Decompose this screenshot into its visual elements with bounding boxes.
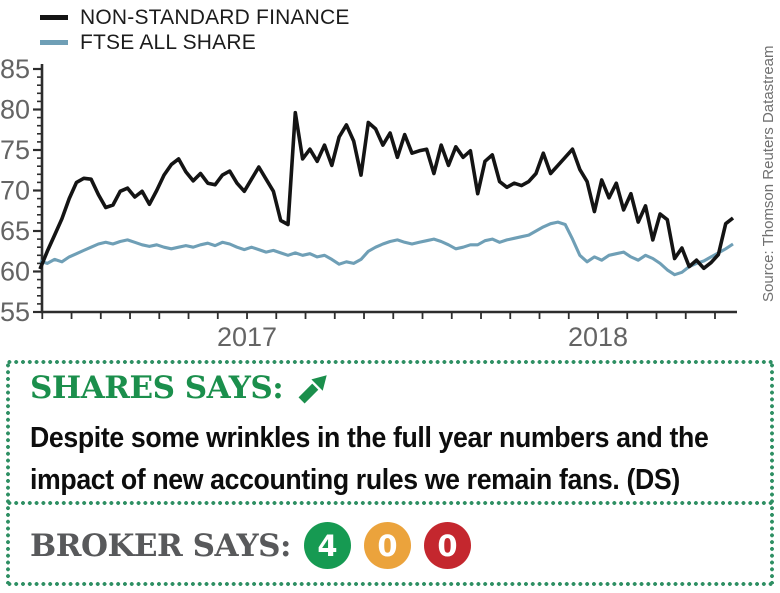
up-right-arrow-icon	[298, 375, 327, 404]
svg-text:75: 75	[0, 135, 30, 165]
dotted-border-right	[770, 362, 774, 584]
svg-text:55: 55	[0, 297, 30, 327]
black-line-swatch	[40, 15, 68, 20]
shares-says-header: SHARES SAYS:	[30, 370, 754, 406]
broker-says-heading: BROKER SAYS:	[30, 527, 291, 564]
price-chart-area: 55 60 65 70 75 80 85 2017 2018 NON-STANDARD FINA…	[0, 5, 777, 353]
dotted-border-top	[6, 360, 774, 364]
hold-count-badge: 0	[363, 522, 411, 569]
broker-says-section: BROKER SAYS: 4 0 0	[30, 505, 754, 586]
legend-item-non-standard-finance: NON-STANDARD FINANCE	[40, 5, 350, 30]
buy-count-badge: 4	[303, 522, 351, 569]
legend-label: FTSE ALL SHARE	[80, 30, 256, 54]
svg-text:80: 80	[0, 95, 30, 125]
dotted-divider	[6, 501, 774, 505]
shares-says-heading: SHARES SAYS:	[30, 370, 284, 406]
svg-text:65: 65	[0, 216, 30, 246]
shares-says-comment: Despite some wrinkles in the full year n…	[30, 417, 754, 501]
commentary-panel: SHARES SAYS: Despite some wrinkles in th…	[6, 360, 774, 586]
svg-text:60: 60	[0, 257, 30, 287]
dotted-border-bottom	[6, 582, 774, 586]
comment-line-1: Despite some wrinkles in the full year n…	[30, 422, 709, 454]
svg-text:70: 70	[0, 176, 30, 206]
sell-count-badge: 0	[423, 522, 471, 569]
svg-text:2018: 2018	[568, 322, 628, 352]
blue-line-swatch	[40, 40, 68, 45]
dotted-border-left	[6, 362, 10, 584]
legend-label: NON-STANDARD FINANCE	[80, 5, 350, 29]
comment-line-2: impact of new accounting rules we remain…	[30, 464, 680, 496]
svg-text:85: 85	[0, 54, 30, 84]
source-attribution: Source: Thomson Reuters Datastream	[760, 45, 777, 303]
shares-says-section: SHARES SAYS: Despite some wrinkles in th…	[30, 370, 754, 500]
legend-item-ftse-all-share: FTSE ALL SHARE	[40, 30, 350, 55]
chart-legend: NON-STANDARD FINANCE FTSE ALL SHARE	[40, 5, 350, 55]
svg-text:2017: 2017	[217, 322, 277, 352]
price-chart: 55 60 65 70 75 80 85 2017 2018	[0, 54, 737, 352]
